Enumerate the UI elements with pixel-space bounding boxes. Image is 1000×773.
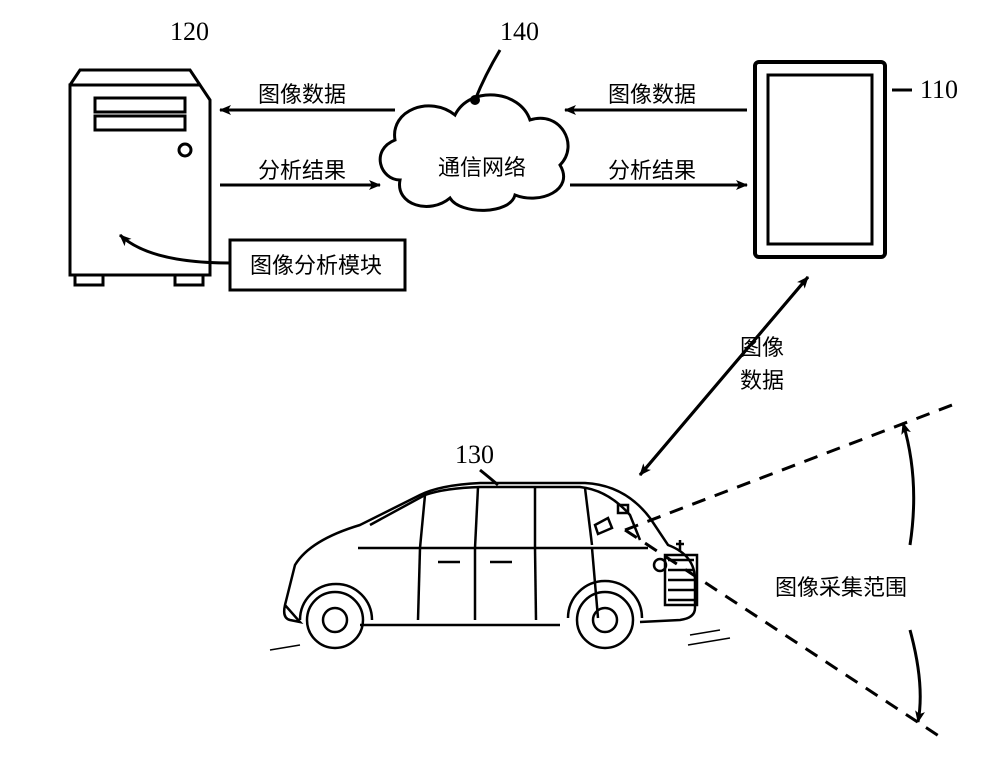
label-image-data-left: 图像数据 [258,82,346,107]
label-image-data-right: 图像数据 [608,82,696,107]
phone-icon [755,62,885,257]
cloud-network-label: 通信网络 [438,155,526,180]
ref-car: 130 [455,440,494,469]
label-data: 数据 [740,368,784,393]
ref-server: 120 [170,17,209,46]
range-arrow-down [910,630,920,722]
diagram-canvas: 120 通信网络 140 110 图像数据 分析结果 图像数据 分析结果 图像分… [0,0,1000,773]
fov-line-upper [625,402,960,530]
label-capture-range: 图像采集范围 [775,575,907,600]
range-arrow-up [903,423,914,545]
ref-cloud: 140 [500,17,539,46]
arrow-module-to-server [120,235,230,263]
ref-phone: 110 [920,75,958,104]
fov-line-lower [625,530,945,740]
server-icon [70,70,210,285]
label-image: 图像 [740,335,784,360]
label-image-analysis-module: 图像分析模块 [250,253,382,278]
label-analysis-result-right: 分析结果 [608,158,696,183]
cloud-icon [380,95,568,211]
car-icon [270,483,730,650]
label-analysis-result-left: 分析结果 [258,158,346,183]
